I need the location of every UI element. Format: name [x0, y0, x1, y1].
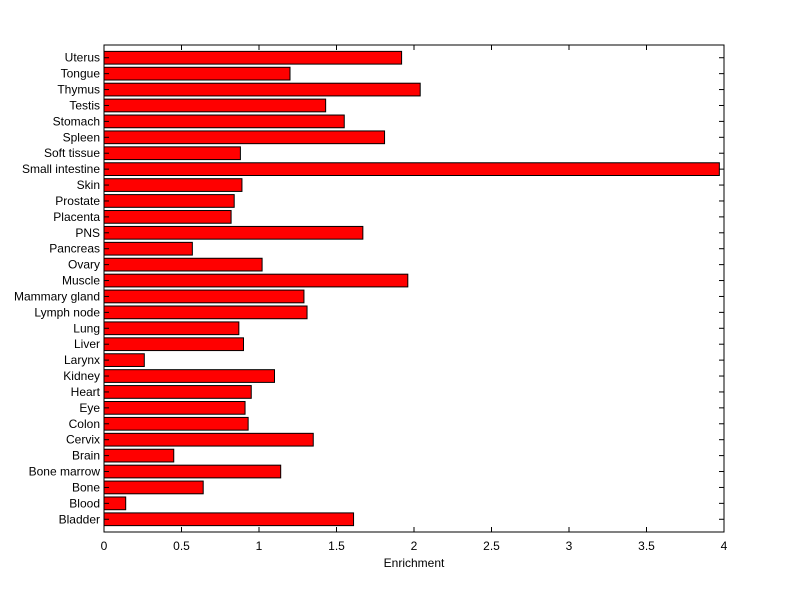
- y-tick-label: Skin: [77, 178, 100, 192]
- bar: [103, 321, 240, 336]
- y-tick-label: Placenta: [53, 210, 100, 224]
- y-tick-label: Eye: [79, 401, 100, 415]
- y-tick-label: Bladder: [59, 512, 100, 526]
- bar: [103, 432, 314, 447]
- bar: [103, 225, 364, 240]
- bar: [103, 82, 421, 97]
- bar: [103, 369, 275, 383]
- bar: [103, 448, 175, 463]
- x-tick-label: 4: [721, 539, 728, 553]
- y-tick-label: Lung: [73, 321, 100, 335]
- y-tick-label: Tongue: [61, 67, 101, 81]
- bar: [103, 305, 308, 320]
- bar: [103, 194, 235, 208]
- y-tick-label: Mammary gland: [14, 289, 100, 303]
- y-tick-label: Thymus: [57, 83, 100, 97]
- y-tick-label: Brain: [72, 449, 100, 463]
- y-tick-label: Liver: [74, 337, 100, 351]
- y-tick-label: Colon: [69, 417, 100, 431]
- bar: [103, 98, 327, 113]
- y-tick-label: Muscle: [62, 274, 100, 288]
- y-tick-label: Kidney: [63, 369, 100, 383]
- y-tick-label: Soft tissue: [44, 146, 100, 160]
- bar: [103, 50, 403, 65]
- bar: [103, 337, 244, 352]
- y-tick-label: Ovary: [68, 258, 100, 272]
- plot-frame: [103, 44, 725, 533]
- y-tick-label: Stomach: [53, 114, 100, 128]
- y-tick-label: Larynx: [64, 353, 100, 367]
- x-tick-label: 0.5: [173, 539, 190, 553]
- y-tick-label: PNS: [75, 226, 100, 240]
- bar: [103, 289, 305, 304]
- bar: [103, 114, 345, 129]
- bar: [103, 512, 355, 527]
- bar: [103, 146, 241, 161]
- bar: [103, 178, 243, 192]
- bar: [103, 162, 720, 177]
- x-axis-label: Enrichment: [384, 556, 445, 570]
- y-tick-label: Pancreas: [49, 242, 100, 256]
- y-tick-label: Uterus: [65, 51, 100, 65]
- bar: [103, 273, 409, 288]
- x-tick-labels: 0 0.5 1 1.5 2 2.5 3 3.5 4: [101, 539, 728, 553]
- bar: [103, 464, 282, 479]
- y-tick-label: Bone marrow: [29, 465, 101, 479]
- y-tick-label: Spleen: [63, 130, 100, 144]
- bar: [103, 353, 145, 367]
- y-tick-label: Bone: [72, 480, 100, 494]
- bar: [103, 401, 246, 415]
- bar: [103, 210, 232, 224]
- y-tick-label: Small intestine: [22, 162, 100, 176]
- y-tick-label: Blood: [69, 496, 100, 510]
- bar: [103, 130, 386, 145]
- y-tick-label: Testis: [69, 98, 100, 112]
- y-tick-label: Cervix: [66, 433, 100, 447]
- x-tick-label: 3: [566, 539, 573, 553]
- bar: [103, 66, 291, 81]
- x-tick-label: 1.5: [328, 539, 345, 553]
- bar: [103, 241, 193, 256]
- bar: [103, 480, 204, 495]
- x-tick-label: 2.5: [483, 539, 500, 553]
- x-tick-label: 2: [411, 539, 418, 553]
- y-tick-label: Lymph node: [34, 305, 100, 319]
- y-tick-label: Prostate: [55, 194, 100, 208]
- x-tick-label: 3.5: [638, 539, 655, 553]
- y-tick-label: Heart: [71, 385, 101, 399]
- bar: [103, 385, 252, 399]
- ticks-layer: [103, 45, 725, 532]
- x-tick-label: 0: [101, 539, 108, 553]
- x-tick-label: 1: [256, 539, 263, 553]
- bar: [103, 257, 263, 272]
- bar: [103, 416, 249, 431]
